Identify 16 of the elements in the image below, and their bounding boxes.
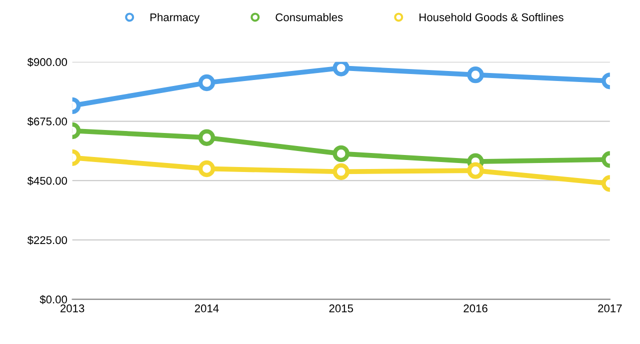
point <box>332 163 350 180</box>
legend-label: Consumables <box>276 13 343 22</box>
y-tick-label: $450.00 <box>27 176 68 186</box>
x-tick-label: 2015 <box>329 304 354 312</box>
x-tick-label: 2013 <box>60 304 84 312</box>
x-tick-label: 2014 <box>194 304 219 312</box>
legend-label: Pharmacy <box>150 13 200 24</box>
y-tick-label: $675.00 <box>27 117 68 126</box>
point <box>332 145 350 162</box>
y-tick-label: $900.00 <box>27 58 68 67</box>
x-tick-label: 2017 <box>598 304 622 312</box>
point <box>332 62 350 76</box>
y-tick-label: $0.00 <box>40 295 68 304</box>
y-tick-label: $225.00 <box>27 236 68 245</box>
legend-label: Household Goods & Softlines <box>420 13 564 22</box>
x-tick-label: 2016 <box>464 304 488 312</box>
